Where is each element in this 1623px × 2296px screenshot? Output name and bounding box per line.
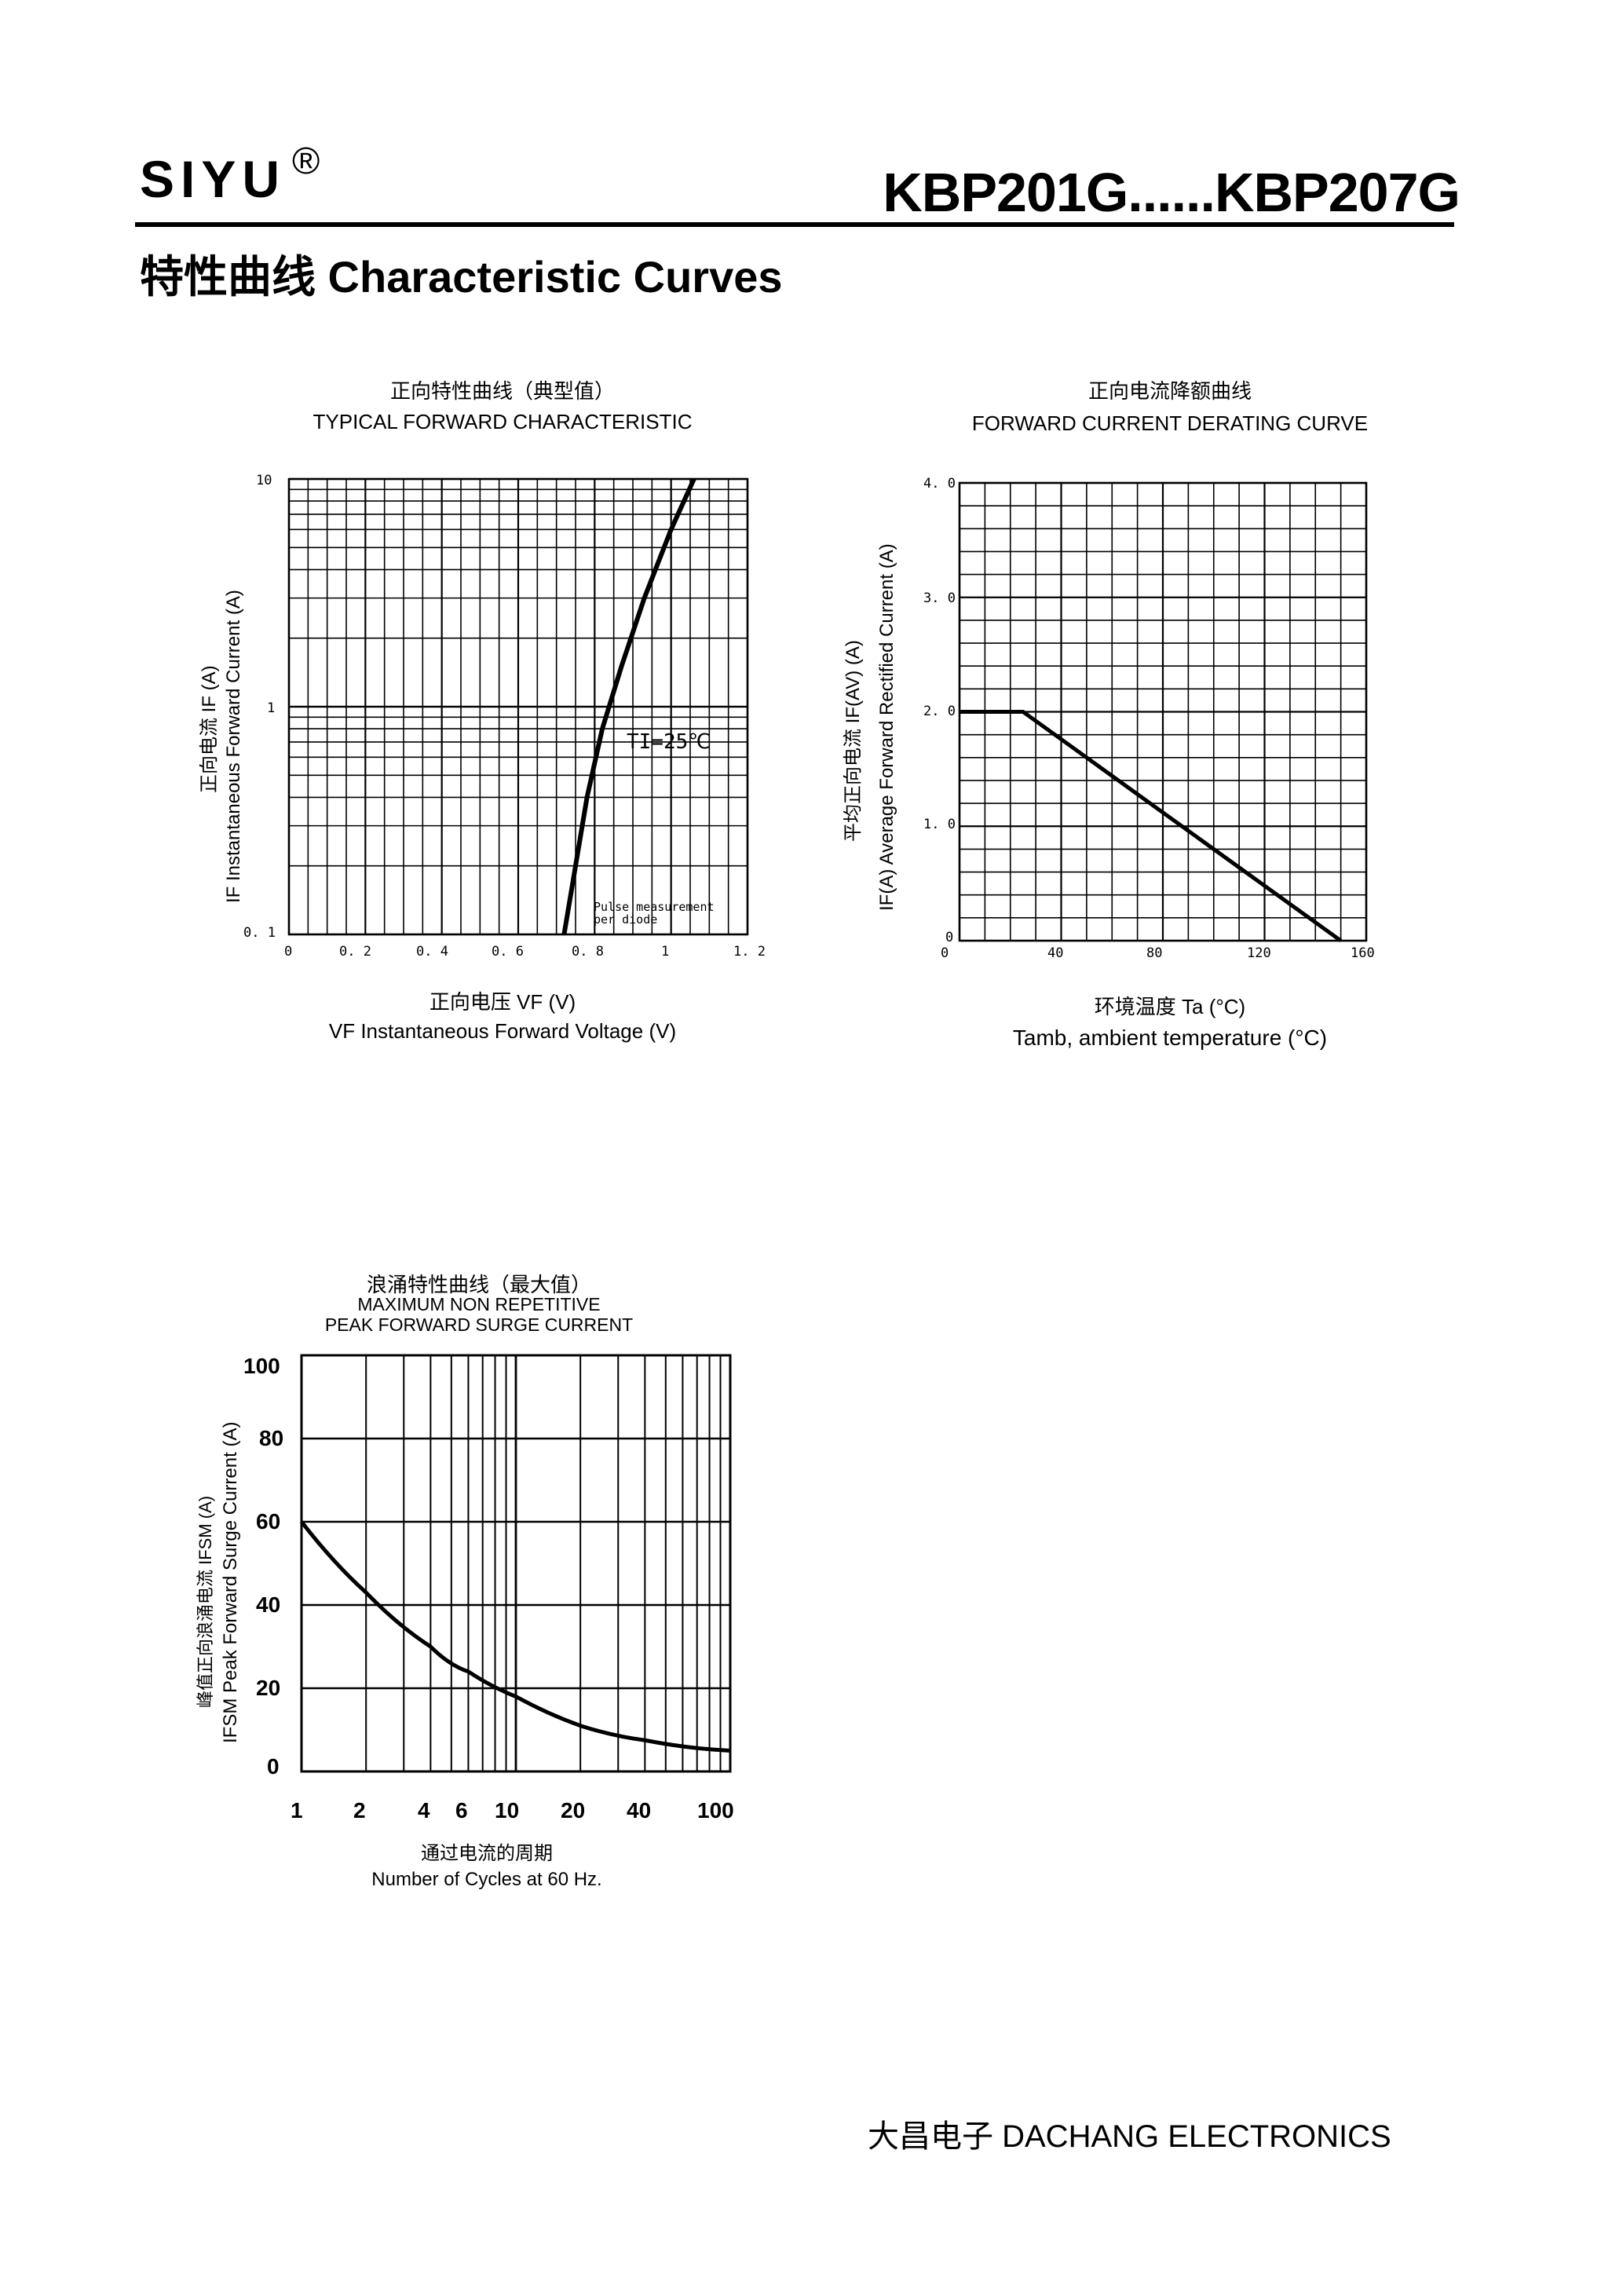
chart3-ytick: 0 xyxy=(267,1754,280,1779)
chart1-note-line2: per diode xyxy=(594,912,658,927)
chart1-ytick-10: 10 xyxy=(256,473,272,488)
header-rule xyxy=(135,222,1454,227)
chart2-xtick: 160 xyxy=(1351,945,1375,961)
chart2-series-line xyxy=(960,710,1343,943)
chart1-ytick-0.1: 0. 1 xyxy=(243,925,276,941)
chart1-series-line xyxy=(561,477,696,935)
chart2-xtick: 80 xyxy=(1146,945,1163,961)
chart1-xtick: 0. 2 xyxy=(339,944,371,960)
chart3-ytick: 100 xyxy=(243,1354,280,1378)
chart3-ytick: 80 xyxy=(259,1426,284,1450)
chart1-ytick-1: 1 xyxy=(267,700,276,716)
chart1-title-cn: 正向特性曲线（典型值） xyxy=(389,379,615,403)
chart1-xtick: 0. 8 xyxy=(572,944,604,960)
section-title: 特性曲线 Characteristic Curves xyxy=(140,252,783,302)
chart1-xlabel: VF Instantaneous Forward Voltage (V) xyxy=(328,1019,677,1043)
footer-company: 大昌电子 DACHANG ELECTRONICS xyxy=(868,2119,1391,2154)
chart1-xtick: 0. 4 xyxy=(416,944,448,960)
chart3-xtick: 10 xyxy=(495,1798,520,1823)
chart3-xtick: 20 xyxy=(561,1798,586,1823)
chart2-title-cn: 正向电流降额曲线 xyxy=(1087,379,1252,403)
brand-name: SIYU xyxy=(140,150,287,208)
chart3-frame xyxy=(300,1354,732,1773)
chart2-xtick: 120 xyxy=(1247,945,1271,961)
chart2-ytick: 3. 0 xyxy=(923,590,956,606)
chart1-xtick: 1. 2 xyxy=(733,944,766,960)
chart1-note: Pulse measurement per diode xyxy=(591,901,717,926)
chart3-ytick: 20 xyxy=(256,1676,281,1700)
chart1-xtick: 1 xyxy=(661,944,670,960)
chart2-xlabel-cn: 环境温度 Ta (°C) xyxy=(1094,995,1246,1018)
chart1-title: TYPICAL FORWARD CHARACTERISTIC xyxy=(313,410,693,433)
chart2-ytick: 2. 0 xyxy=(923,704,956,719)
chart3-ytick: 60 xyxy=(256,1509,281,1534)
chart1-xtick: 0 xyxy=(284,944,293,960)
chart1-xtick: 0. 6 xyxy=(492,944,524,960)
part-number: KBP201G......KBP207G xyxy=(883,162,1460,223)
chart2-xtick: 40 xyxy=(1047,945,1064,961)
chart1-xlabel-cn: 正向电压 VF (V) xyxy=(429,990,576,1014)
chart3-xtick: 1 xyxy=(291,1798,303,1823)
chart2-title: FORWARD CURRENT DERATING CURVE xyxy=(971,411,1369,435)
chart3-xtick: 100 xyxy=(697,1798,734,1823)
chart1-note-line1: Pulse measurement xyxy=(594,900,715,914)
chart2-ytick: 4. 0 xyxy=(923,476,956,492)
registered-mark: ® xyxy=(292,141,320,182)
chart3-xtick: 6 xyxy=(455,1798,468,1823)
chart2-ytick: 1. 0 xyxy=(923,817,956,832)
chart1-frame xyxy=(287,477,749,936)
chart3-xtick: 40 xyxy=(627,1798,652,1823)
chart3-title-cn: 浪涌特性曲线（最大值） xyxy=(366,1273,591,1296)
chart2-xtick: 0 xyxy=(941,945,949,961)
chart3-series-line xyxy=(300,1520,731,1753)
chart2-ytick: 0 xyxy=(945,930,954,945)
chart3-subtitle: PEAK FORWARD SURGE CURRENT xyxy=(324,1314,634,1335)
chart3-xtick: 4 xyxy=(418,1798,430,1823)
chart3-xtick: 2 xyxy=(353,1798,366,1823)
chart3-xlabel: Number of Cycles at 60 Hz. xyxy=(371,1869,602,1890)
chart3-ytick: 40 xyxy=(256,1592,281,1617)
chart3-xlabel-cn: 通过电流的周期 xyxy=(421,1843,553,1864)
chart3-title: MAXIMUM NON REPETITIVE xyxy=(357,1294,601,1314)
chart2-xlabel: Tamb, ambient temperature (°C) xyxy=(1012,1026,1328,1050)
